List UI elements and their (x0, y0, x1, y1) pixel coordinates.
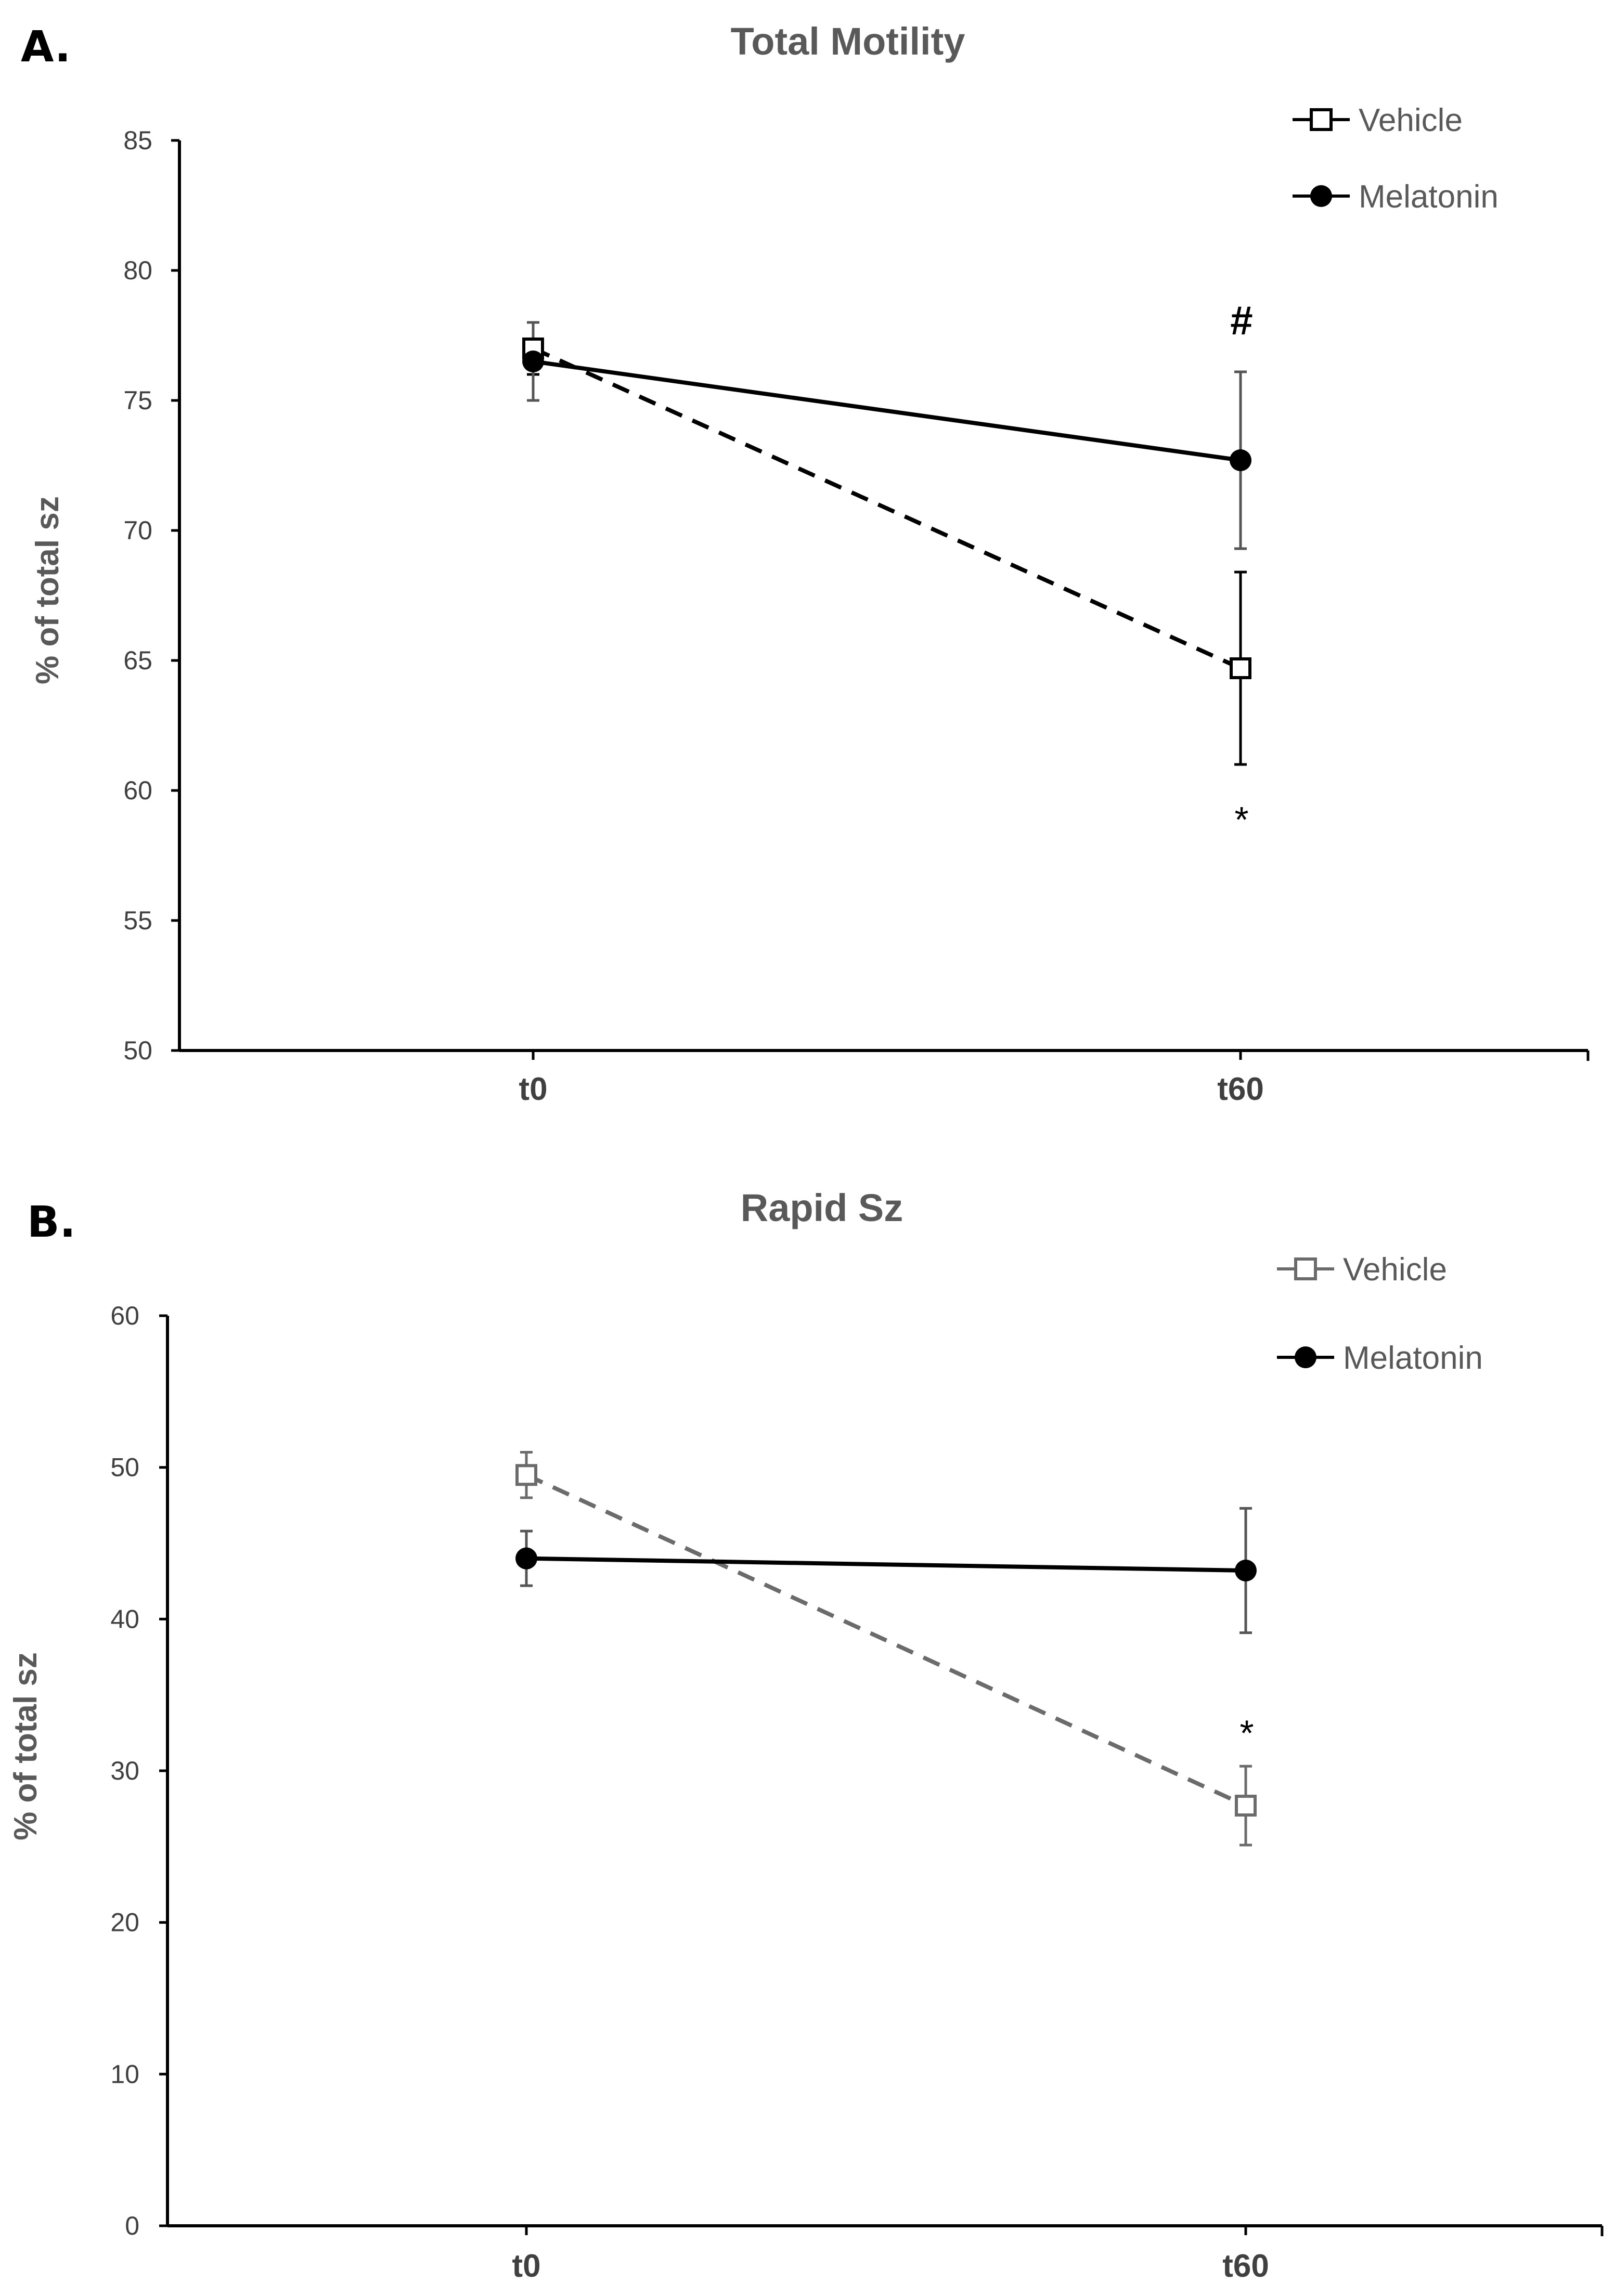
y-tick-label: 75 (123, 386, 152, 415)
y-tick-label: 0 (125, 2211, 139, 2240)
y-tick-label: 80 (123, 256, 152, 285)
legend-square-marker (1294, 1257, 1317, 1280)
y-tick-label: 50 (123, 1036, 152, 1065)
data-point-melatonin (1235, 1560, 1257, 1581)
legend-circle-marker (1295, 1346, 1316, 1368)
data-point-vehicle (1235, 1795, 1257, 1817)
markers-b (515, 1464, 1257, 1817)
series-line-melatonin (533, 359, 1241, 462)
legend-b: Vehicle Melatonin (1277, 1252, 1483, 1376)
y-tick-label: 60 (110, 1301, 139, 1330)
y-tick-label: 70 (123, 516, 152, 545)
significance-asterisk: * (1234, 799, 1248, 840)
significance-hash: # (1230, 297, 1253, 343)
x-tick-label: t60 (1217, 1071, 1264, 1107)
series-line-vehicle (532, 346, 1242, 670)
chart-panel-b: B. Rapid Sz % of total sz 0102030405060 … (8, 1186, 1604, 2284)
legend-label-vehicle: Vehicle (1343, 1252, 1447, 1288)
annotations-b: * (1239, 1713, 1254, 1753)
error-bars-b (520, 1451, 1252, 1847)
y-tick-label: 50 (110, 1453, 139, 1482)
y-tick-label: 30 (110, 1756, 139, 1785)
series-lines-b (525, 1473, 1247, 1808)
significance-asterisk: * (1239, 1713, 1254, 1753)
x-ticks-b: t0 t60 (512, 2226, 1269, 2284)
series-lines-a (532, 346, 1242, 670)
y-tick-label: 60 (123, 776, 152, 805)
legend-circle-marker (1310, 185, 1332, 207)
markers-a (522, 338, 1251, 679)
x-tick-label: t0 (519, 1071, 547, 1107)
series-line-melatonin (526, 1556, 1246, 1573)
legend-label-vehicle: Vehicle (1359, 102, 1463, 138)
legend-label-melatonin: Melatonin (1359, 179, 1499, 215)
y-tick-label: 65 (123, 646, 152, 675)
legend-a: Vehicle Melatonin (1293, 102, 1499, 215)
y-ticks-b: 0 10 20 30 40 50 60 (110, 1301, 167, 2240)
annotations-a: #* (1230, 297, 1253, 840)
y-tick-label: 40 (110, 1604, 139, 1633)
legend-label-melatonin: Melatonin (1343, 1340, 1483, 1376)
x-ticks-a: t0 t60 (519, 1050, 1264, 1107)
data-point-vehicle (515, 1464, 537, 1486)
data-point-vehicle (1230, 657, 1251, 679)
y-axis-label-a: % of total sz (30, 496, 66, 684)
error-bars-a (527, 321, 1247, 766)
legend-item-vehicle: Vehicle (1277, 1252, 1447, 1288)
legend-item-melatonin: Melatonin (1293, 179, 1499, 215)
y-tick-label: 10 (110, 2059, 139, 2089)
chart-title-a: Total Motility (731, 20, 965, 63)
panel-label-a: A. (21, 22, 71, 72)
chart-title-b: Rapid Sz (741, 1186, 903, 1229)
y-axis-label-b: % of total sz (8, 1652, 44, 1840)
series-line-vehicle (525, 1473, 1247, 1808)
chart-panel-a: A. Total Motility % of total sz 50 55 60 65… (21, 20, 1590, 1107)
y-tick-label: 55 (123, 906, 152, 935)
legend-item-vehicle: Vehicle (1293, 102, 1463, 138)
data-point-melatonin (522, 351, 544, 372)
legend-item-melatonin: Melatonin (1277, 1340, 1483, 1376)
x-tick-label: t60 (1222, 2248, 1269, 2284)
x-tick-label: t0 (512, 2248, 540, 2284)
data-point-melatonin (515, 1547, 537, 1569)
y-tick-label: 85 (123, 126, 152, 155)
legend-square-marker (1310, 108, 1333, 131)
y-ticks-a: 50 55 60 65 70 75 80 85 (123, 126, 179, 1065)
panel-label-b: B. (27, 1198, 76, 1247)
y-tick-label: 20 (110, 1908, 139, 1937)
data-point-melatonin (1230, 449, 1251, 471)
